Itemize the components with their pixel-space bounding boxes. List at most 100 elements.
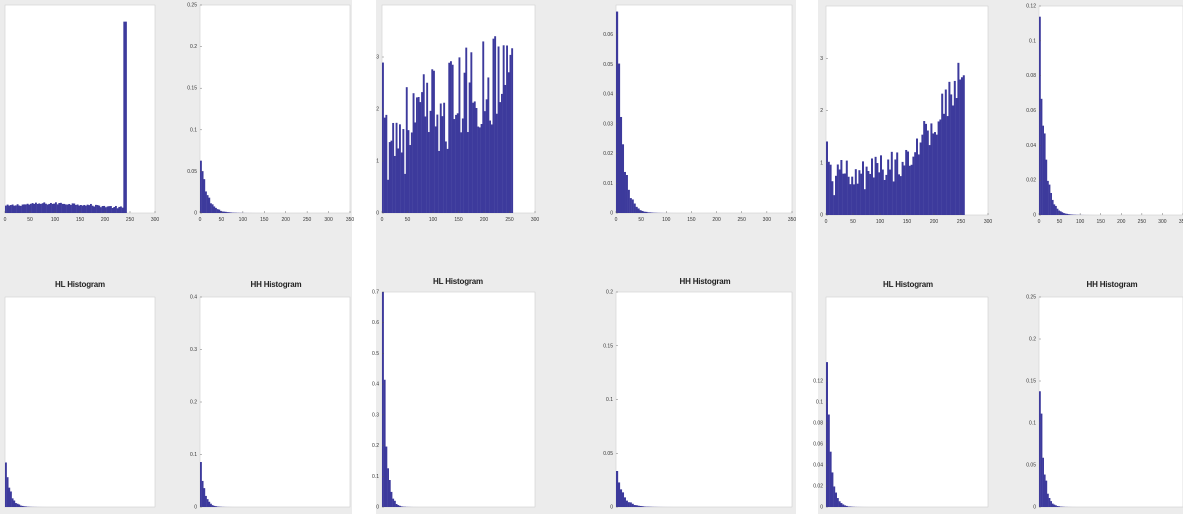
bar xyxy=(18,504,21,507)
bar xyxy=(1053,204,1056,215)
bar xyxy=(215,506,217,507)
bar xyxy=(863,189,866,215)
y-tick-label: 0.02 xyxy=(603,151,613,157)
bar xyxy=(230,212,232,213)
axes-area xyxy=(615,291,793,508)
bar xyxy=(833,195,836,215)
bar xyxy=(63,203,66,213)
y-tick-label: 0.03 xyxy=(603,121,613,127)
y-tick-label: 0.01 xyxy=(603,181,613,187)
bar xyxy=(441,116,444,213)
y-tick-label: 0.12 xyxy=(813,379,823,385)
bar xyxy=(845,505,848,507)
bar xyxy=(639,505,642,507)
bar xyxy=(1055,505,1057,507)
bar xyxy=(1043,474,1046,507)
bar xyxy=(1050,192,1052,215)
bar xyxy=(833,486,836,507)
bar xyxy=(392,122,395,213)
y-tick-label: 0.1 xyxy=(190,452,197,458)
histogram-chart-7: 0 0.1 0.2 0.3 0.4 0.5 0.6 0.7 xyxy=(372,290,536,511)
bar xyxy=(21,204,24,213)
bar xyxy=(853,184,855,215)
bar xyxy=(475,108,478,213)
bar xyxy=(382,62,384,213)
bar xyxy=(928,145,931,215)
bar xyxy=(205,495,207,507)
bar xyxy=(210,203,212,213)
x-tick-label: 250 xyxy=(126,217,135,223)
y-tick-label: 0.7 xyxy=(372,290,379,296)
bar xyxy=(501,93,503,213)
bar xyxy=(948,81,951,215)
y-tick-label: 0.1 xyxy=(816,400,823,406)
subplot-title: HH Histogram xyxy=(1086,280,1138,289)
bar xyxy=(213,505,216,507)
y-tick-label: 0.2 xyxy=(606,290,613,296)
bar xyxy=(123,21,126,213)
axes-area xyxy=(199,4,351,214)
y-tick-label: 0.04 xyxy=(813,463,823,469)
bar xyxy=(465,47,468,213)
bar xyxy=(28,204,31,213)
bar xyxy=(627,502,630,507)
bar xyxy=(388,480,391,507)
x-tick-label: 50 xyxy=(27,217,33,223)
bar xyxy=(878,172,881,215)
x-tick-label: 100 xyxy=(239,217,248,223)
bar xyxy=(504,84,507,213)
x-tick-label: 50 xyxy=(219,217,225,223)
bar xyxy=(898,174,900,215)
x-tick-label: 300 xyxy=(324,217,333,223)
bar xyxy=(424,116,427,213)
bars xyxy=(382,292,437,507)
y-tick-label: 0 xyxy=(194,505,197,511)
bar xyxy=(216,506,219,507)
bar xyxy=(60,202,62,213)
histogram-chart-6: 0 0.01 0.02 0.03 0.04 0.05 0.06 0 50 100 150 200 250… xyxy=(603,4,796,223)
x-tick-label: 200 xyxy=(101,217,110,223)
bar xyxy=(444,141,447,213)
bar xyxy=(477,126,480,213)
y-tick-label: 0.1 xyxy=(606,397,613,403)
bars xyxy=(1039,391,1097,507)
y-tick-label: 0.06 xyxy=(813,442,823,448)
bar xyxy=(83,204,86,213)
bar xyxy=(862,161,864,215)
bar xyxy=(201,480,204,507)
bar xyxy=(461,118,464,213)
bar xyxy=(5,205,7,213)
bar xyxy=(635,505,638,507)
bar xyxy=(206,499,209,507)
bar xyxy=(910,164,913,215)
bar xyxy=(1059,211,1062,215)
bar xyxy=(847,176,850,215)
y-tick-label: 0.05 xyxy=(187,169,197,175)
bar xyxy=(844,173,846,215)
bar xyxy=(220,210,222,213)
bar xyxy=(1045,480,1048,507)
y-tick-label: 0.02 xyxy=(813,484,823,490)
bar xyxy=(390,140,393,213)
y-tick-label: 0 xyxy=(1033,213,1036,219)
bar xyxy=(484,111,486,213)
bar xyxy=(417,96,420,213)
axes-area xyxy=(825,296,989,508)
bar xyxy=(208,501,211,507)
bar xyxy=(932,133,935,215)
bar xyxy=(1047,180,1049,215)
y-tick-label: 2 xyxy=(820,108,823,114)
bar xyxy=(871,158,873,215)
bar xyxy=(116,208,119,213)
bar xyxy=(33,203,36,213)
bar xyxy=(881,169,884,215)
y-tick-label: 0.2 xyxy=(372,443,379,449)
bar xyxy=(409,145,412,213)
x-tick-label: 100 xyxy=(51,217,60,223)
bar xyxy=(90,203,92,213)
y-tick-label: 0.2 xyxy=(190,44,197,50)
bar xyxy=(13,205,16,213)
bar xyxy=(228,212,231,213)
bar xyxy=(889,169,891,215)
y-tick-label: 0.2 xyxy=(1029,337,1036,343)
